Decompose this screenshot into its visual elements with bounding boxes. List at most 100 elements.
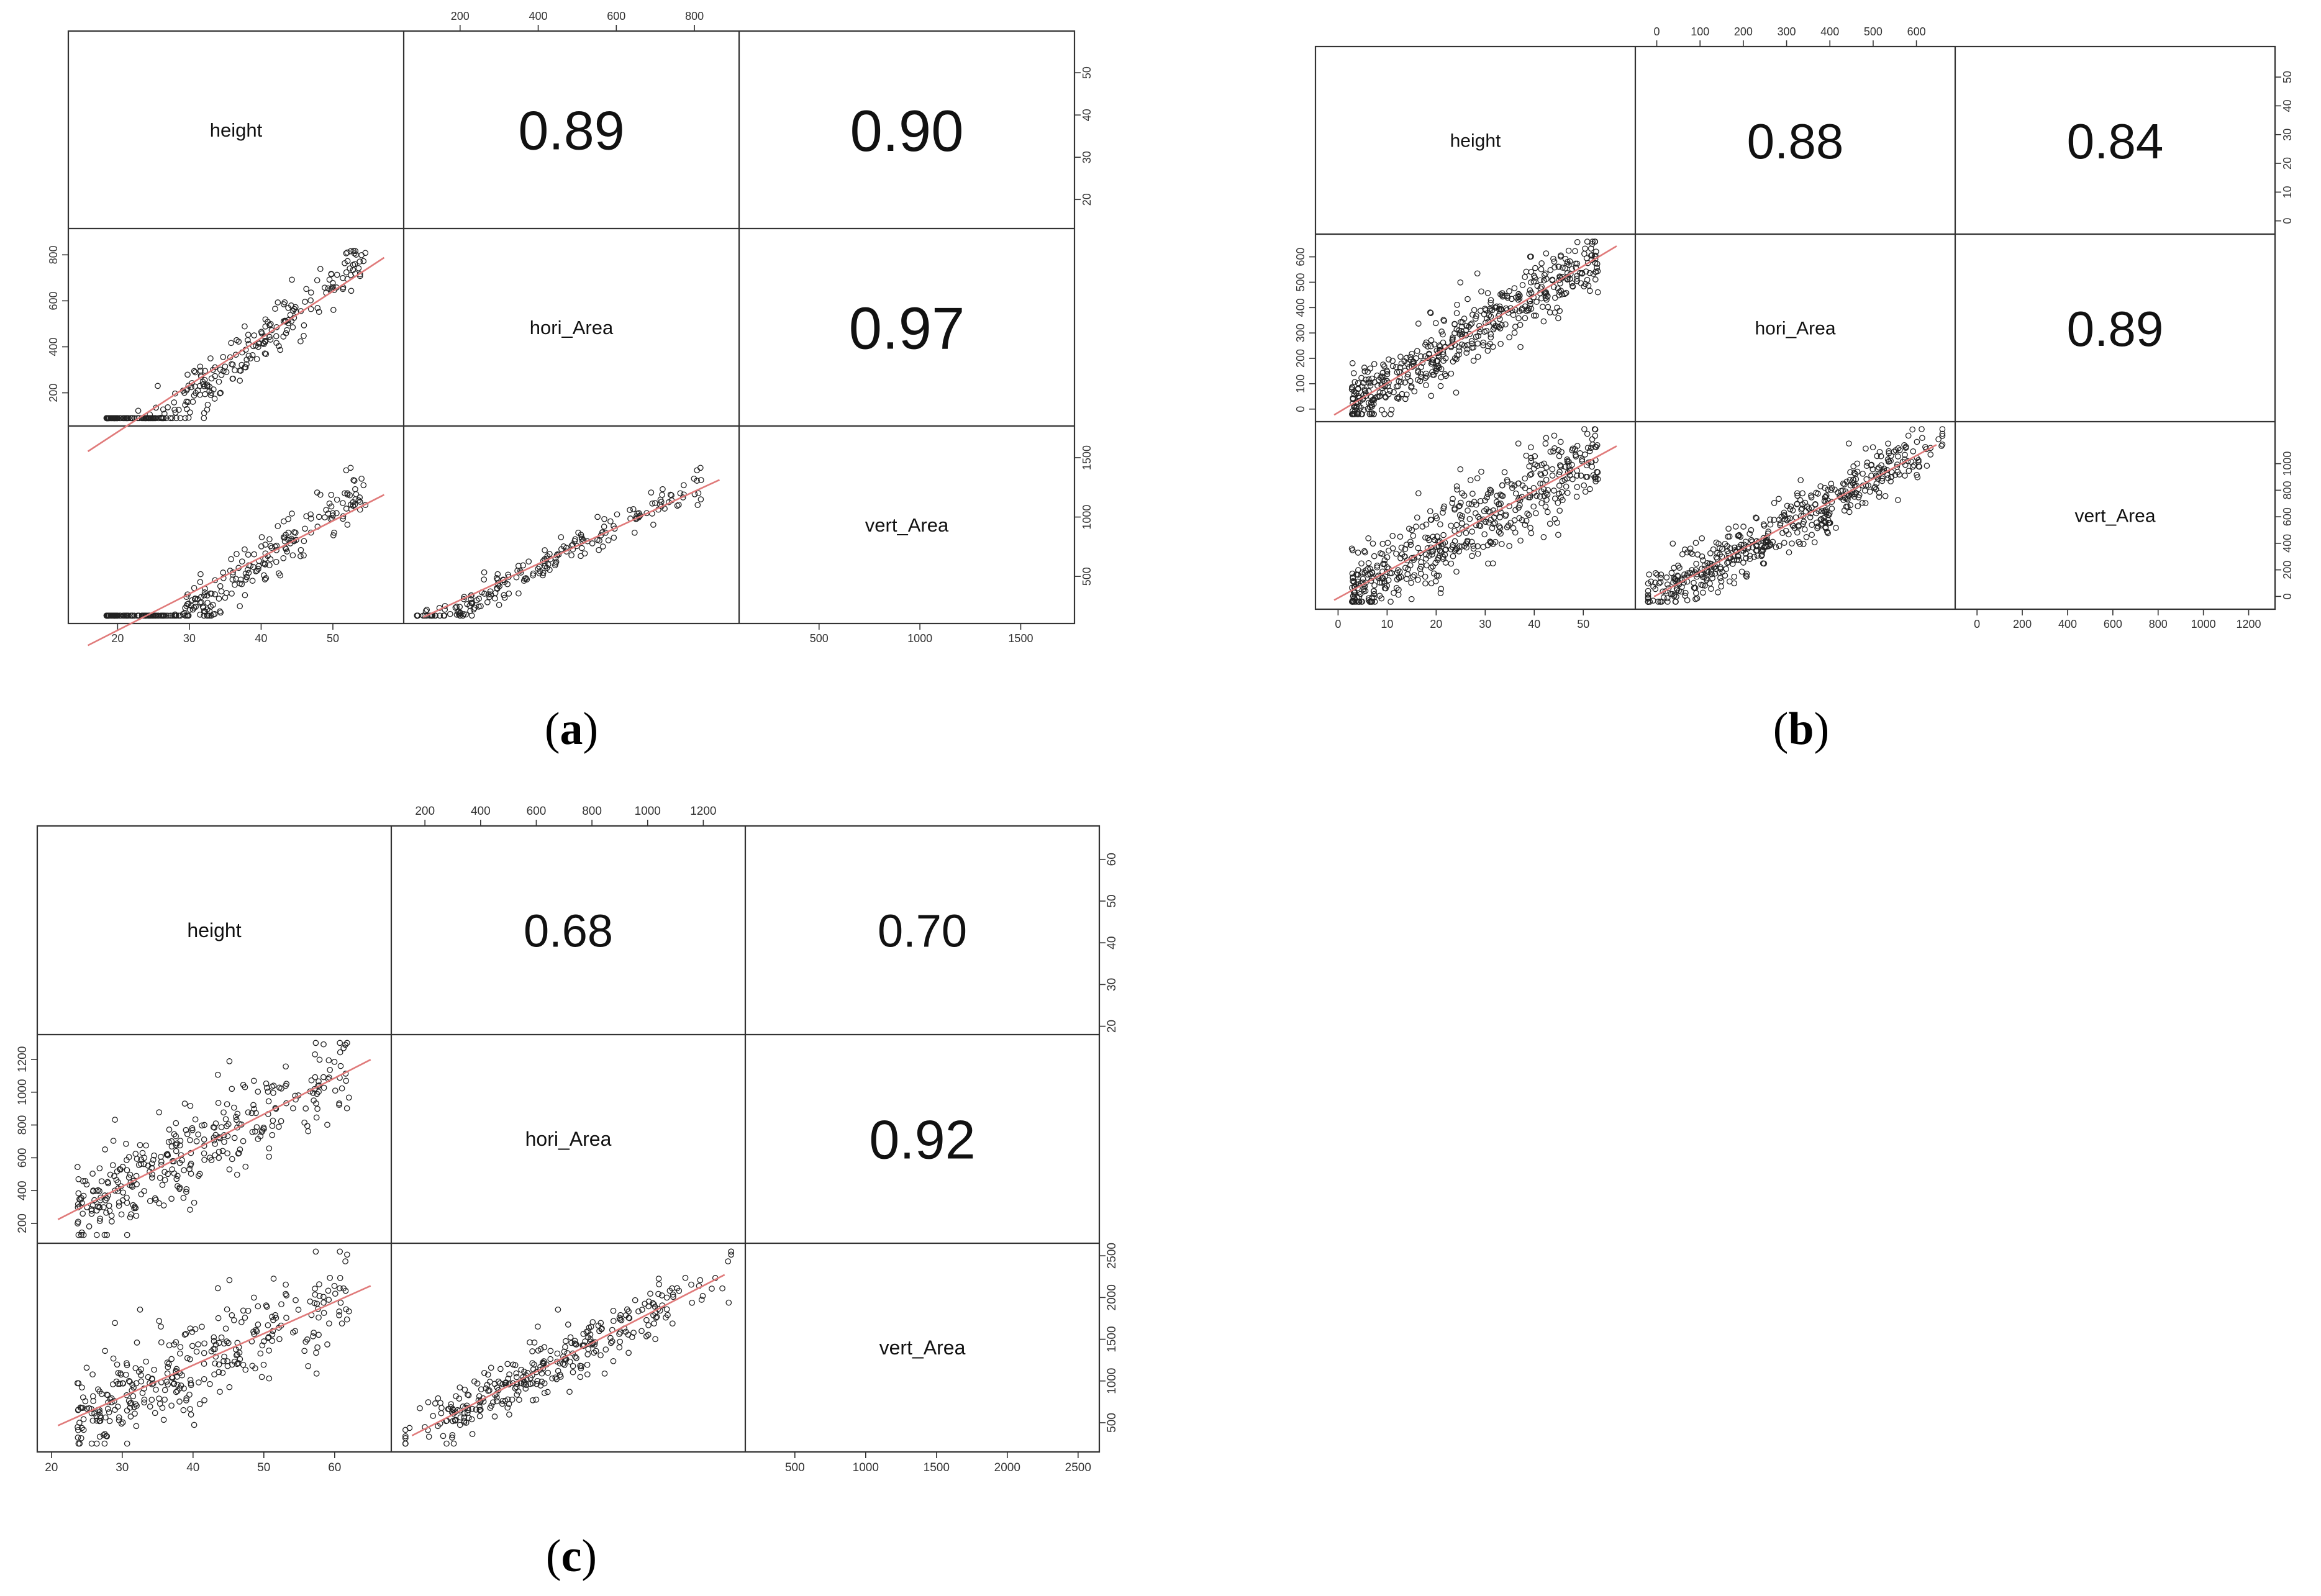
data-point bbox=[242, 1084, 248, 1090]
tick-label: 0 bbox=[1335, 618, 1341, 630]
data-point bbox=[1689, 551, 1696, 558]
data-point bbox=[257, 1133, 264, 1140]
data-point bbox=[1468, 538, 1475, 545]
data-point bbox=[1510, 312, 1517, 318]
data-point bbox=[538, 1379, 545, 1385]
data-point bbox=[656, 1281, 662, 1287]
data-point bbox=[1794, 501, 1801, 507]
data-point bbox=[1594, 469, 1601, 475]
data-point bbox=[1569, 445, 1576, 452]
data-point bbox=[1855, 494, 1862, 501]
data-point bbox=[616, 1344, 623, 1351]
data-point bbox=[328, 271, 335, 278]
data-point bbox=[1872, 484, 1878, 491]
data-point bbox=[215, 1315, 222, 1322]
data-point bbox=[1419, 524, 1426, 530]
tick-label: 1000 bbox=[2191, 618, 2216, 630]
data-point bbox=[120, 415, 127, 422]
data-point bbox=[266, 333, 273, 340]
data-point bbox=[1473, 333, 1479, 340]
data-point bbox=[1896, 447, 1903, 453]
data-point bbox=[269, 1123, 276, 1129]
data-point bbox=[1551, 445, 1558, 451]
data-point bbox=[1511, 482, 1518, 489]
data-point bbox=[102, 1146, 108, 1153]
data-point bbox=[191, 1199, 198, 1206]
data-point bbox=[1556, 273, 1563, 280]
data-point bbox=[1800, 513, 1807, 519]
data-point bbox=[151, 1366, 157, 1373]
data-point bbox=[531, 1340, 538, 1346]
data-point bbox=[158, 1158, 165, 1165]
data-point bbox=[330, 532, 337, 538]
data-point bbox=[1584, 238, 1591, 245]
data-point bbox=[1544, 293, 1551, 299]
data-point bbox=[1589, 252, 1596, 258]
data-point bbox=[1451, 527, 1458, 534]
data-point bbox=[316, 1314, 322, 1321]
data-point bbox=[488, 591, 494, 598]
data-point bbox=[191, 1421, 198, 1428]
data-point bbox=[645, 1322, 652, 1328]
data-point bbox=[542, 563, 548, 569]
data-point bbox=[691, 475, 697, 482]
data-point bbox=[308, 1077, 315, 1084]
tick-label: 1500 bbox=[1106, 1326, 1119, 1352]
data-point bbox=[582, 1338, 588, 1344]
data-point bbox=[234, 551, 240, 557]
data-point bbox=[1427, 343, 1434, 350]
data-point bbox=[201, 1122, 207, 1128]
tick-label: 1500 bbox=[1008, 632, 1033, 645]
data-point bbox=[1577, 450, 1583, 456]
data-point bbox=[250, 1102, 257, 1109]
data-point bbox=[1422, 573, 1428, 580]
data-point bbox=[245, 569, 252, 576]
data-point bbox=[1586, 270, 1593, 276]
data-point bbox=[360, 258, 367, 265]
data-point bbox=[78, 1425, 85, 1431]
data-point bbox=[314, 277, 320, 284]
data-point bbox=[217, 390, 223, 397]
data-point bbox=[312, 1285, 318, 1292]
data-point bbox=[1486, 312, 1492, 319]
data-point bbox=[1530, 312, 1537, 319]
data-point bbox=[329, 283, 336, 290]
data-point bbox=[1901, 442, 1907, 448]
data-point bbox=[1423, 339, 1430, 346]
data-point bbox=[1482, 497, 1488, 504]
data-point bbox=[222, 1116, 229, 1123]
tick-label: 200 bbox=[47, 384, 60, 402]
correlation-hori_Area_vert_Area: 0.97 bbox=[849, 296, 965, 362]
data-point bbox=[238, 558, 245, 565]
data-point bbox=[660, 486, 666, 492]
data-point bbox=[181, 1100, 188, 1107]
data-point bbox=[1522, 303, 1528, 310]
data-point bbox=[1450, 553, 1456, 560]
data-point bbox=[1474, 353, 1481, 360]
data-point bbox=[173, 1133, 179, 1140]
data-point bbox=[1859, 499, 1866, 506]
data-point bbox=[1847, 502, 1854, 509]
data-point bbox=[1557, 438, 1564, 445]
data-point bbox=[229, 1312, 235, 1318]
data-point bbox=[1763, 537, 1769, 544]
data-point bbox=[1365, 376, 1372, 383]
data-point bbox=[188, 1411, 194, 1418]
data-point bbox=[1488, 489, 1494, 496]
data-point bbox=[104, 1195, 110, 1202]
data-point bbox=[165, 1364, 171, 1371]
data-point bbox=[440, 1433, 447, 1440]
data-point bbox=[658, 1292, 665, 1299]
data-point bbox=[1910, 448, 1917, 455]
data-point bbox=[537, 568, 543, 574]
data-point bbox=[537, 1382, 544, 1389]
data-point bbox=[529, 1348, 535, 1354]
data-point bbox=[1349, 360, 1356, 366]
data-point bbox=[567, 1334, 574, 1341]
data-point bbox=[529, 1397, 536, 1403]
data-point bbox=[328, 503, 335, 510]
data-point bbox=[133, 1423, 140, 1430]
data-point bbox=[313, 1370, 320, 1377]
data-point bbox=[1551, 495, 1558, 502]
data-point bbox=[183, 398, 190, 405]
